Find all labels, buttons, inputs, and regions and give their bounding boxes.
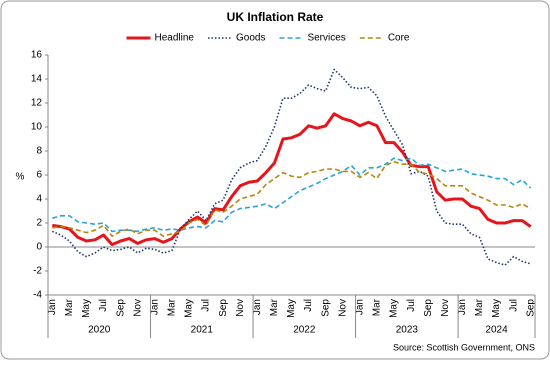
x-tick-label: Nov <box>235 299 246 317</box>
y-tick-label: 2 <box>36 218 42 229</box>
x-tick-label: Jul <box>98 299 109 312</box>
year-label: 2024 <box>485 325 508 336</box>
x-tick-label: Mar <box>474 298 485 316</box>
legend-label: Services <box>307 33 345 44</box>
x-tick-label: May <box>389 299 400 318</box>
series-line <box>52 112 532 247</box>
x-tick-label: Nov <box>337 299 348 317</box>
x-tick-label: May <box>81 299 92 318</box>
x-tick-label: Sep <box>525 299 536 317</box>
x-tick-label: Sep <box>115 299 126 317</box>
x-tick-label: Jan <box>47 299 58 315</box>
legend-label: Goods <box>236 33 265 44</box>
x-tick-label: May <box>286 299 297 318</box>
year-label: 2021 <box>191 325 214 336</box>
x-tick-label: Sep <box>218 299 229 317</box>
y-tick-label: 0 <box>36 242 42 253</box>
legend-item: Services <box>279 33 346 44</box>
y-tick-label: 14 <box>31 74 43 85</box>
x-tick-label: Nov <box>132 299 143 317</box>
x-tick-label: Mar <box>372 298 383 316</box>
legend-item: Headline <box>126 33 195 44</box>
y-tick-label: 12 <box>31 98 43 109</box>
x-tick-label: Jan <box>252 299 263 315</box>
x-tick-label: Jul <box>201 299 212 312</box>
y-tick-label: 6 <box>36 170 42 181</box>
series-line <box>51 68 531 266</box>
y-tick-label: 4 <box>36 194 42 205</box>
x-tick-label: Nov <box>440 299 451 317</box>
y-tick-label: 10 <box>31 122 43 133</box>
x-tick-label: May <box>184 299 195 318</box>
y-tick-label: 16 <box>31 50 43 61</box>
year-label: 2022 <box>293 325 316 336</box>
y-tick-label: -2 <box>33 266 42 277</box>
legend-item: Goods <box>207 33 265 44</box>
y-axis-label: % <box>16 172 25 183</box>
source: Source: Scottish Government, ONS <box>393 342 535 352</box>
year-label: 2020 <box>88 325 111 336</box>
x-tick-label: Jul <box>303 299 314 312</box>
x-tick-label: Jan <box>149 299 160 315</box>
x-tick-label: Jul <box>406 299 417 312</box>
x-tick-label: Jul <box>508 299 519 312</box>
legend-label: Headline <box>155 33 195 44</box>
chart-title: UK Inflation Rate <box>227 10 324 24</box>
x-tick-label: Mar <box>269 298 280 316</box>
series-line <box>52 157 532 233</box>
x-tick-label: Mar <box>64 298 75 316</box>
x-tick-label: Mar <box>167 298 178 316</box>
x-tick-label: Jan <box>457 299 468 315</box>
x-tick-label: Sep <box>423 299 434 317</box>
legend-label: Core <box>388 33 410 44</box>
x-tick-label: Jan <box>354 299 365 315</box>
y-tick-label: -4 <box>33 290 42 301</box>
x-tick-label: Sep <box>320 299 331 317</box>
series-line <box>52 161 532 237</box>
x-tick-label: May <box>491 299 502 318</box>
y-tick-label: 8 <box>36 146 42 157</box>
year-label: 2023 <box>396 325 419 336</box>
legend-item: Core <box>359 33 410 44</box>
